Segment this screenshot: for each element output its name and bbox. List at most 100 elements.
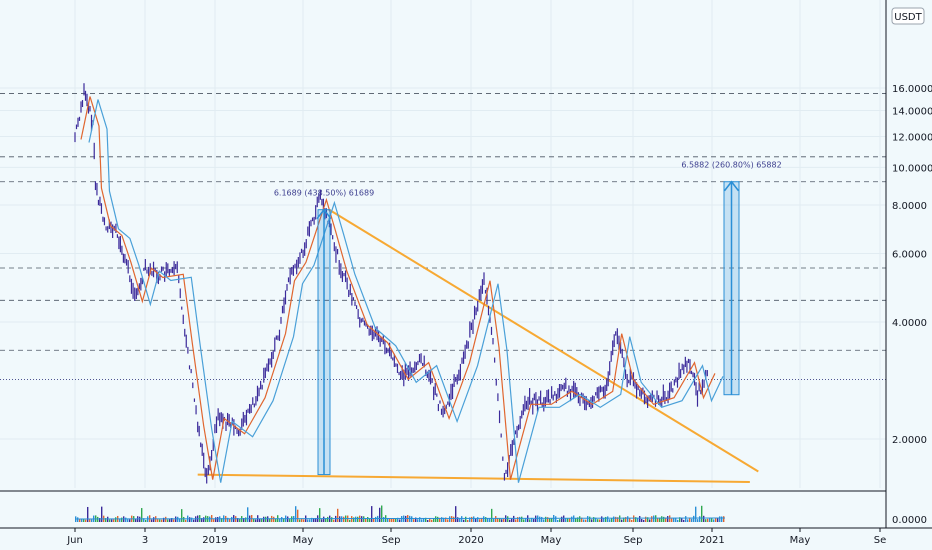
volume-bar — [343, 516, 345, 522]
volume-bar — [323, 516, 325, 522]
volume-bar — [379, 507, 381, 522]
volume-bar — [421, 519, 423, 522]
volume-bar — [269, 518, 271, 522]
volume-bar — [173, 519, 175, 522]
volume-bar — [183, 516, 185, 522]
volume-bar — [637, 518, 639, 522]
volume-bar — [157, 519, 159, 522]
volume-bar — [523, 519, 525, 522]
volume-bar — [569, 518, 571, 522]
volume-bar — [489, 517, 491, 522]
volume-bar — [709, 517, 711, 522]
volume-bar — [599, 519, 601, 522]
volume-bar — [525, 517, 527, 522]
volume-bar — [723, 516, 725, 522]
volume-bar — [695, 506, 697, 522]
volume-bar — [357, 516, 359, 522]
volume-bar — [91, 519, 93, 522]
volume-bar — [309, 519, 311, 522]
y-tick-label: 2.0000 — [892, 435, 927, 446]
volume-bar — [307, 519, 309, 522]
volume-bar — [189, 517, 191, 522]
volume-average-line — [74, 517, 726, 520]
x-tick-label: 2021 — [699, 535, 724, 546]
x-tick-label: May — [541, 535, 562, 546]
volume-bar — [621, 519, 623, 522]
volume-bar — [509, 519, 511, 522]
volume-bar — [597, 519, 599, 522]
volume-bar — [427, 519, 429, 522]
x-tick-label: May — [293, 535, 314, 546]
volume-bar — [413, 519, 415, 522]
volume-bar — [319, 508, 321, 522]
volume-bar — [641, 519, 643, 522]
volume-bar — [185, 519, 187, 522]
volume-bar — [339, 516, 341, 522]
volume-tick-label: 0.0000 — [892, 515, 927, 526]
volume-bar — [701, 505, 703, 522]
volume-bar — [89, 519, 91, 522]
volume-bar — [687, 519, 689, 522]
volume-bar — [371, 506, 373, 522]
volume-bar — [501, 519, 503, 522]
volume-bar — [281, 517, 283, 522]
volume-bar — [657, 518, 659, 522]
volume-bar — [631, 519, 633, 522]
volume-bar — [301, 518, 303, 522]
volume-bar — [349, 519, 351, 522]
chart-grid — [0, 0, 886, 488]
moving-average-fast — [80, 96, 716, 480]
volume-bar — [589, 516, 591, 522]
y-tick-label: 14.0000 — [892, 107, 932, 118]
volume-bar — [129, 519, 131, 522]
volume-bar — [311, 517, 313, 522]
volume-bar — [453, 516, 455, 522]
volume-bar — [717, 517, 719, 522]
volume-bar — [457, 517, 459, 522]
volume-bar — [397, 517, 399, 522]
volume-bar — [611, 518, 613, 522]
volume-bar — [87, 506, 89, 522]
price-series — [74, 83, 724, 484]
volume-bar — [655, 515, 657, 522]
volume-bar — [653, 515, 655, 522]
volume-bar — [555, 516, 557, 522]
volume-bar — [167, 519, 169, 522]
volume-bar — [447, 519, 449, 522]
volume-bar — [145, 519, 147, 522]
measure-arrow-head — [316, 208, 332, 220]
volume-bar — [399, 519, 401, 522]
y-tick-label: 6.0000 — [892, 250, 927, 261]
volume-bar — [521, 516, 523, 522]
volume-bar — [253, 518, 255, 522]
volume-bar — [593, 517, 595, 522]
volume-bar — [519, 516, 521, 522]
price-axis-background — [886, 0, 932, 550]
volume-bar — [391, 518, 393, 522]
volume-bar — [355, 516, 357, 522]
volume-bar — [265, 516, 267, 522]
volume-bar — [563, 515, 565, 522]
volume-bar — [221, 518, 223, 522]
volume-bar — [181, 509, 183, 522]
measure-arrow-head — [723, 180, 740, 192]
volume-bar — [693, 515, 695, 522]
volume-bar — [287, 516, 289, 522]
volume-bar — [153, 517, 155, 522]
volume-bar — [261, 518, 263, 522]
measure-annotations: 6.1689 (438.50%) 61689 6.5882 (260.80%) 6… — [274, 161, 782, 476]
volume-bar — [177, 516, 179, 522]
volume-bar — [713, 519, 715, 522]
volume-bar — [171, 517, 173, 522]
volume-bar — [119, 518, 121, 522]
volume-bar — [237, 518, 239, 522]
volume-bar — [469, 517, 471, 522]
volume-bar — [247, 507, 249, 522]
volume-bar — [561, 516, 563, 522]
x-tick-label: Sep — [382, 535, 401, 546]
volume-bar — [697, 519, 699, 522]
volume-bar — [135, 518, 137, 522]
volume-bar — [273, 516, 275, 522]
volume-bar — [435, 516, 437, 522]
